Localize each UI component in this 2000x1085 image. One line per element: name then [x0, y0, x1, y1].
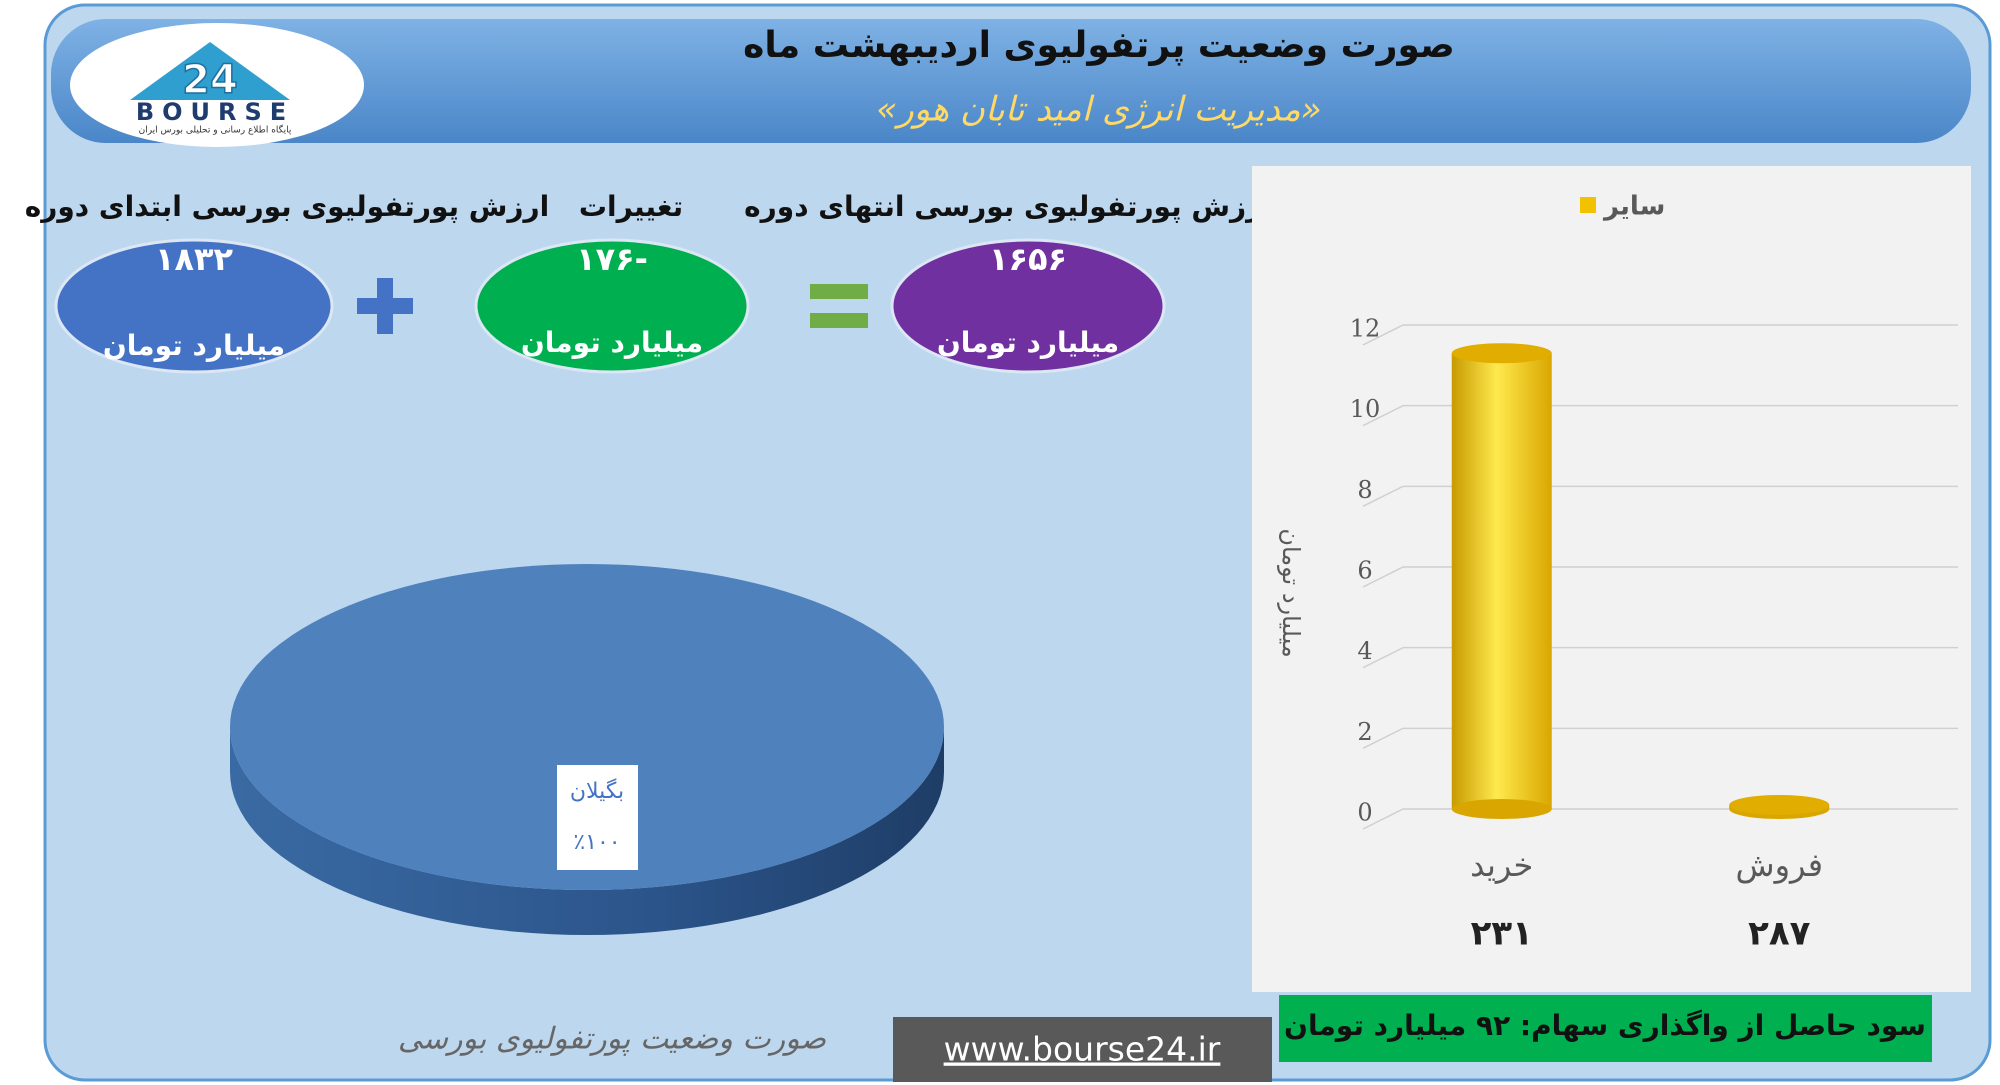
end-label: ارزش پورتفولیوی بورسی انتهای دوره — [744, 190, 1272, 223]
start-oval — [54, 238, 334, 374]
label-box — [557, 765, 638, 870]
pie-slice — [230, 564, 944, 890]
y-tick-label: 4 — [1357, 637, 1372, 665]
grid-line-depth — [1362, 727, 1404, 750]
legend-label: سایر — [1602, 192, 1665, 222]
bar-base — [1451, 799, 1552, 819]
grid-line-depth — [1362, 566, 1404, 588]
note-box — [1279, 995, 1932, 1062]
logo-text: BOURSE — [136, 98, 294, 126]
legend-swatch — [1580, 197, 1596, 213]
grid-line-depth — [1362, 485, 1404, 508]
logo-number: 24 — [182, 57, 238, 103]
category-note: ۲۸۷ — [1748, 914, 1811, 954]
title: صورت وضعیت پرتفولیوی اردیبهشت ماه — [743, 25, 1455, 66]
bar-top — [1451, 343, 1552, 364]
slice-label: بگیلان — [570, 778, 624, 804]
subtitle: «مدیریت انرژی امید تابان هور» — [876, 90, 1321, 130]
grid-line-depth — [1362, 808, 1404, 830]
bar-chart-bg — [1252, 166, 1971, 992]
change-value: -۱۷۶ — [576, 240, 648, 278]
y-tick-label: 12 — [1350, 315, 1381, 343]
website[interactable]: www.bourse24.ir — [944, 1030, 1221, 1069]
change-unit: میلیارد تومان — [521, 326, 703, 359]
slice-value: ٪۱۰۰ — [573, 830, 620, 855]
end-oval — [890, 238, 1166, 374]
start-label: ارزش پورتفولیوی بورسی ابتدای دوره — [25, 190, 549, 223]
start-value: ۱۸۳۲ — [155, 240, 234, 278]
grid-line-depth — [1362, 324, 1404, 346]
y-tick-label: 2 — [1357, 718, 1372, 746]
note: سود حاصل از واگذاری سهام: ۹۲ میلیارد توم… — [1284, 1009, 1926, 1042]
header-bar — [51, 19, 1971, 143]
pie-caption: صورت وضعیت پورتفولیوی بورسی — [398, 1022, 827, 1057]
y-tick-label: 8 — [1357, 476, 1372, 504]
website-box — [893, 1017, 1272, 1082]
plus-sign — [357, 278, 413, 334]
end-value: ۱۶۵۶ — [989, 240, 1067, 278]
end-unit: میلیارد تومان — [937, 326, 1119, 359]
bar-chart: 0 2 4 6 8 10 12 میلیارد تومان خرید ۲۳۱ فروش ۲۸۷ سایر — [1277, 192, 1958, 954]
bar — [1451, 353, 1552, 809]
y-tick-label: 10 — [1350, 395, 1381, 423]
equals-sign — [810, 284, 868, 328]
x-tick-label: فروش — [1736, 846, 1823, 884]
logo-caption: پایگاه اطلاع رسانی و تحلیلی بورس ایران — [139, 124, 292, 136]
grid-line-depth — [1362, 646, 1404, 669]
y-axis-label: میلیارد تومان — [1277, 528, 1305, 657]
category-note: ۲۳۱ — [1471, 914, 1533, 954]
change-label: تغییرات — [579, 190, 683, 223]
bar-top — [1729, 794, 1830, 815]
change-oval — [474, 238, 750, 374]
y-tick-label: 6 — [1357, 557, 1372, 585]
logo-roof — [130, 42, 290, 100]
x-tick-label: خرید — [1470, 846, 1533, 884]
grid-line-depth — [1362, 404, 1404, 427]
pie-chart: بگیلان ٪۱۰۰ صورت وضعیت پورتفولیوی بورسی — [230, 564, 944, 1057]
y-tick-label: 0 — [1357, 799, 1372, 827]
pie-side — [230, 727, 944, 935]
start-unit: میلیارد تومان — [103, 329, 285, 362]
